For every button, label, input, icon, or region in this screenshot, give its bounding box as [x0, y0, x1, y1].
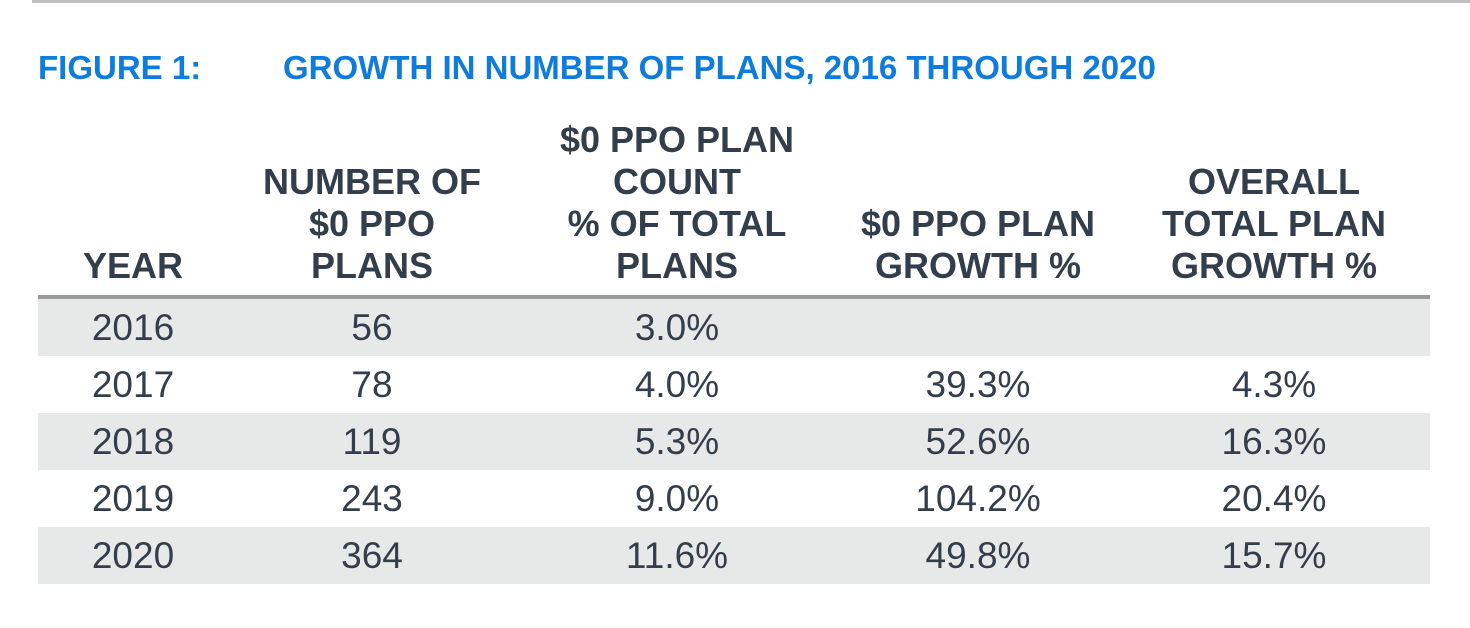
table-cell: 9.0%: [634, 477, 720, 519]
figure-label: FIGURE 1:: [38, 49, 202, 86]
table-cell: 11.6%: [625, 534, 729, 576]
header-cell-zero-ppo-plan-growth: $0 PPO PLAN GROWTH %: [838, 203, 1118, 287]
table-cell: 78: [351, 363, 393, 405]
figure-heading: FIGURE 1: GROWTH IN NUMBER OF PLANS, 201…: [38, 49, 1156, 87]
header-line: PLANS: [615, 245, 738, 286]
table-row-2017: 2017 78 4.0% 39.3% 4.3%: [38, 356, 1430, 413]
plans-growth-table: YEAR NUMBER OF $0 PPO PLANS $0 PPO PLAN …: [38, 0, 1430, 584]
top-rule: [32, 0, 1470, 3]
table-row-2018: 2018 119 5.3% 52.6% 16.3%: [38, 413, 1430, 470]
table-cell: 15.7%: [1221, 534, 1327, 576]
table-cell: 4.0%: [634, 363, 720, 405]
header-line: GROWTH %: [1171, 245, 1377, 286]
table-cell: 20.4%: [1221, 477, 1327, 519]
table-row-2016: 2016 56 3.0%: [38, 299, 1430, 356]
header-line: $0 PPO: [308, 203, 436, 244]
table-cell: 49.8%: [925, 534, 1031, 576]
figure-title: GROWTH IN NUMBER OF PLANS, 2016 THROUGH …: [283, 49, 1156, 86]
table-cell: 52.6%: [925, 420, 1031, 462]
table-cell: 56: [351, 306, 393, 348]
table-cell: 104.2%: [915, 477, 1041, 519]
table-header-row: YEAR NUMBER OF $0 PPO PLANS $0 PPO PLAN …: [38, 0, 1430, 299]
header-cell-plan-count-pct-of-total: $0 PPO PLAN COUNT % OF TOTAL PLANS: [516, 119, 838, 287]
year-cell: 2017: [91, 363, 175, 405]
header-line: TOTAL PLAN: [1162, 203, 1386, 244]
table-cell: 243: [341, 477, 403, 519]
header-cell-year: YEAR: [38, 245, 228, 287]
header-line: $0 PPO PLAN: [559, 119, 795, 160]
year-cell: 2018: [91, 420, 175, 462]
header-line: NUMBER OF: [263, 161, 481, 202]
table-cell: 364: [341, 534, 403, 576]
header-line: $0 PPO PLAN: [860, 203, 1096, 244]
header-line: OVERALL: [1187, 161, 1360, 202]
table-cell: 119: [342, 420, 402, 462]
header-line: GROWTH %: [875, 245, 1081, 286]
header-line: COUNT: [613, 161, 741, 202]
header-cell-number-of-zero-ppo-plans: NUMBER OF $0 PPO PLANS: [228, 161, 516, 287]
table-row-2020: 2020 364 11.6% 49.8% 15.7%: [38, 527, 1430, 584]
year-cell: 2016: [91, 306, 175, 348]
year-cell: 2020: [91, 534, 175, 576]
table-row-2019: 2019 243 9.0% 104.2% 20.4%: [38, 470, 1430, 527]
header-cell-overall-total-plan-growth: OVERALL TOTAL PLAN GROWTH %: [1118, 161, 1430, 287]
table-cell: 16.3%: [1221, 420, 1327, 462]
table-cell: 5.3%: [634, 420, 720, 462]
year-cell: 2019: [91, 477, 175, 519]
header-line: % OF TOTAL: [567, 203, 787, 244]
header-line: YEAR: [82, 245, 184, 286]
header-line: PLANS: [310, 245, 433, 286]
table-cell: 39.3%: [925, 363, 1031, 405]
table-cell: 3.0%: [634, 306, 720, 348]
table-cell: 4.3%: [1231, 363, 1317, 405]
